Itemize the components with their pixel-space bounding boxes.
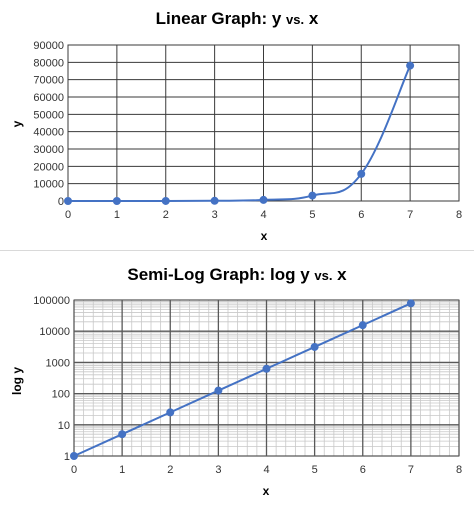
linear-x-tick-label: 7: [407, 209, 413, 221]
semilog-y-tick-label: 1: [64, 451, 70, 463]
title-main: Semi-Log Graph: log y: [127, 265, 314, 284]
linear-y-tick-label: 50000: [33, 109, 64, 121]
semilog-y-axis-label: log y: [10, 367, 24, 395]
semilog-x-tick-label: 7: [408, 464, 414, 476]
linear-data-point: [406, 61, 415, 70]
linear-y-tick-label: 80000: [33, 57, 64, 69]
linear-x-tick-label: 3: [212, 209, 218, 221]
linear-data-point: [357, 169, 366, 178]
linear-data-point: [112, 196, 121, 205]
linear-x-tick-label: 6: [358, 209, 364, 221]
title-end: x: [304, 9, 319, 28]
semilog-y-tick-label: 10: [58, 420, 70, 432]
semilog-y-tick-label: 100: [52, 389, 70, 401]
linear-data-point: [161, 196, 170, 205]
semilog-x-tick-label: 2: [167, 464, 173, 476]
semilog-y-tick-label: 10000: [39, 326, 70, 338]
panel-divider: [0, 250, 474, 258]
linear-y-tick-label: 70000: [33, 75, 64, 87]
semilog-graph-panel: 1 10 100 1000 10000 100000 0 1 2 3 4 5 6 7 8 Semi-Log G…: [0, 258, 474, 505]
linear-y-tick-label: 20000: [33, 161, 64, 173]
semilog-x-axis-label: x: [263, 484, 270, 498]
linear-x-tick-label: 1: [114, 209, 120, 221]
semilog-data-point: [358, 321, 367, 330]
semilog-data-point: [406, 299, 415, 308]
semilog-data-point: [214, 386, 223, 395]
linear-data-point: [308, 191, 317, 200]
linear-x-tick-label: 5: [309, 209, 315, 221]
title-vs: vs.: [286, 12, 304, 27]
linear-x-tick-label: 2: [163, 209, 169, 221]
linear-x-tick-label: 8: [456, 209, 462, 221]
linear-y-axis-label: y: [10, 120, 24, 127]
semilog-series-line: [73, 302, 412, 457]
title-vs: vs.: [314, 268, 332, 283]
linear-graph-title: Linear Graph: y vs. x: [156, 9, 319, 28]
semilog-y-tick-label: 1000: [46, 357, 70, 369]
linear-data-point: [64, 196, 72, 205]
linear-y-tick-label: 0: [58, 196, 64, 208]
semilog-plot-border: [73, 299, 460, 457]
linear-data-point: [259, 195, 268, 204]
semilog-x-tick-label: 6: [360, 464, 366, 476]
linear-data-point: [210, 196, 219, 205]
semilog-y-tick-label: 100000: [33, 295, 70, 307]
semilog-x-tick-label: 4: [263, 464, 269, 476]
linear-graph-svg: 0 10000 20000 30000 40000 50000 60000 70000 8000…: [10, 9, 462, 243]
title-main: Linear Graph: y: [156, 9, 286, 28]
semilog-data-point: [118, 430, 127, 439]
semilog-data-point: [70, 452, 78, 460]
semilog-x-tick-label: 8: [456, 464, 462, 476]
linear-x-tick-label: 4: [260, 209, 266, 221]
semilog-x-tick-label: 0: [71, 464, 77, 476]
title-end: x: [332, 265, 347, 284]
semilog-data-point: [262, 364, 271, 373]
semilog-x-tick-label: 3: [215, 464, 221, 476]
semilog-x-tick-label: 1: [119, 464, 125, 476]
linear-graph-panel: 0 10000 20000 30000 40000 50000 60000 70000 8000…: [0, 0, 474, 250]
linear-series-line: [67, 65, 412, 202]
linear-y-tick-label: 10000: [33, 179, 64, 191]
linear-x-tick-label: 0: [65, 209, 71, 221]
linear-x-axis-label: x: [261, 229, 268, 243]
semilog-data-point: [310, 342, 319, 351]
linear-y-tick-label: 40000: [33, 127, 64, 139]
semilog-data-point: [166, 408, 175, 417]
semilog-graph-title: Semi-Log Graph: log y vs. x: [127, 265, 347, 284]
linear-y-tick-label: 30000: [33, 144, 64, 156]
semilog-x-tick-label: 5: [312, 464, 318, 476]
linear-y-tick-label: 60000: [33, 92, 64, 104]
linear-y-tick-label: 90000: [33, 40, 64, 52]
